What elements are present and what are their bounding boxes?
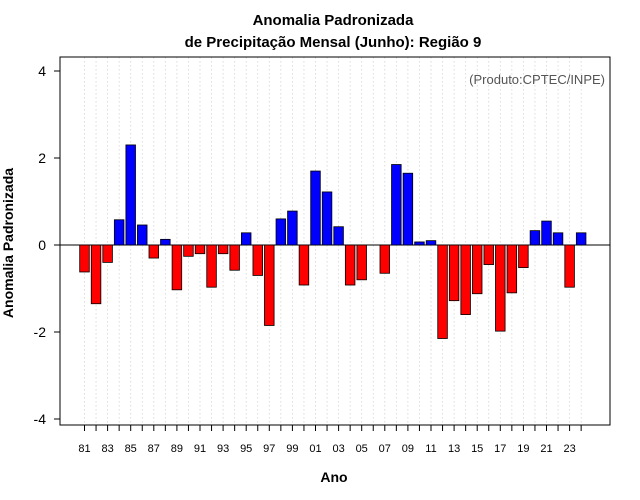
bar-2008 [391, 164, 402, 246]
bar-2016 [483, 244, 494, 265]
y-tick-label-4: 4 [38, 63, 46, 79]
bar-2014 [460, 244, 471, 315]
bar-1993 [217, 244, 229, 255]
bar-1994 [229, 244, 240, 271]
x-tick-label-13: 13 [448, 443, 460, 455]
x-tick-label-15: 15 [471, 443, 483, 455]
x-tick-label-83: 83 [101, 443, 113, 455]
plot-frame [59, 56, 611, 426]
bar-1981 [79, 244, 90, 273]
bar-1997 [264, 244, 275, 326]
bar-1985 [125, 144, 136, 246]
y-axis: -4 -2 0 2 4 [34, 63, 60, 427]
x-tick-label-21: 21 [540, 443, 552, 455]
x-tick-label-05: 05 [356, 443, 368, 455]
bar-2011 [425, 240, 437, 246]
bar-1996 [252, 244, 263, 276]
y-tick-label-0: 0 [38, 237, 46, 253]
bar-1990 [183, 244, 194, 257]
bar-2007 [379, 244, 391, 274]
bar-1992 [206, 244, 217, 288]
y-tick-label-2: 2 [38, 150, 46, 166]
x-tick-label-85: 85 [125, 443, 137, 455]
bar-1986 [137, 224, 148, 246]
bar-1987 [148, 244, 160, 259]
bar-2001 [310, 170, 321, 246]
y-tick-label--2: -2 [34, 324, 47, 340]
bar-1983 [102, 244, 113, 263]
bar-2023 [564, 244, 575, 288]
bar-2005 [356, 244, 367, 281]
bar-1989 [171, 244, 183, 291]
x-tick-label-95: 95 [240, 443, 252, 455]
bar-1984 [113, 219, 125, 246]
y-tick-label--4: -4 [34, 411, 47, 427]
bar-2017 [495, 244, 506, 332]
x-tick-label-93: 93 [217, 443, 229, 455]
bar-2013 [448, 244, 460, 302]
bar-2019 [518, 244, 529, 269]
bar-2003 [333, 226, 344, 246]
bar-1988 [160, 238, 171, 246]
x-tick-label-81: 81 [78, 443, 90, 455]
x-tick-label-91: 91 [194, 443, 206, 455]
x-tick-label-03: 03 [332, 443, 344, 455]
product-annotation: (Produto:CPTEC/INPE) [469, 72, 605, 87]
x-tick-label-89: 89 [171, 443, 183, 455]
bar-2024 [575, 232, 587, 246]
x-tick-label-11: 11 [425, 443, 436, 455]
bar-2015 [471, 244, 483, 295]
x-tick-label-01: 01 [309, 443, 321, 455]
bar-2012 [437, 244, 448, 339]
x-axis: 81 83 85 87 89 91 93 95 97 99 01 03 05 07 09 11 13 15 17 19… [78, 425, 582, 455]
chart-title-line1: Anomalia Padronizada [253, 12, 415, 29]
bar-2018 [506, 244, 518, 294]
x-tick-label-19: 19 [517, 443, 529, 455]
bar-2022 [552, 232, 564, 246]
bar-1999 [287, 210, 298, 246]
x-tick-label-07: 07 [379, 443, 391, 455]
bar-1998 [275, 218, 287, 246]
bar-2004 [344, 244, 356, 286]
y-axis-label: Anomalia Padronizada [0, 168, 16, 318]
x-tick-label-09: 09 [402, 443, 414, 455]
grid-lines [84, 57, 582, 425]
bar-2020 [529, 230, 541, 246]
bar-2002 [321, 191, 333, 246]
bar-2000 [298, 244, 310, 286]
x-tick-label-23: 23 [563, 443, 575, 455]
bar-1982 [90, 244, 102, 305]
bar-2010 [414, 241, 425, 246]
x-tick-label-97: 97 [263, 443, 275, 455]
x-axis-label: Ano [320, 469, 347, 485]
x-tick-label-99: 99 [286, 443, 298, 455]
bar-1991 [194, 244, 206, 255]
x-tick-label-17: 17 [494, 443, 506, 455]
bar-1995 [240, 232, 252, 246]
bar-2021 [541, 220, 552, 246]
bars [79, 144, 587, 339]
bar-2009 [402, 172, 414, 246]
chart-title-line2: de Precipitação Mensal (Junho): Região 9 [185, 34, 482, 51]
x-tick-label-87: 87 [148, 443, 160, 455]
